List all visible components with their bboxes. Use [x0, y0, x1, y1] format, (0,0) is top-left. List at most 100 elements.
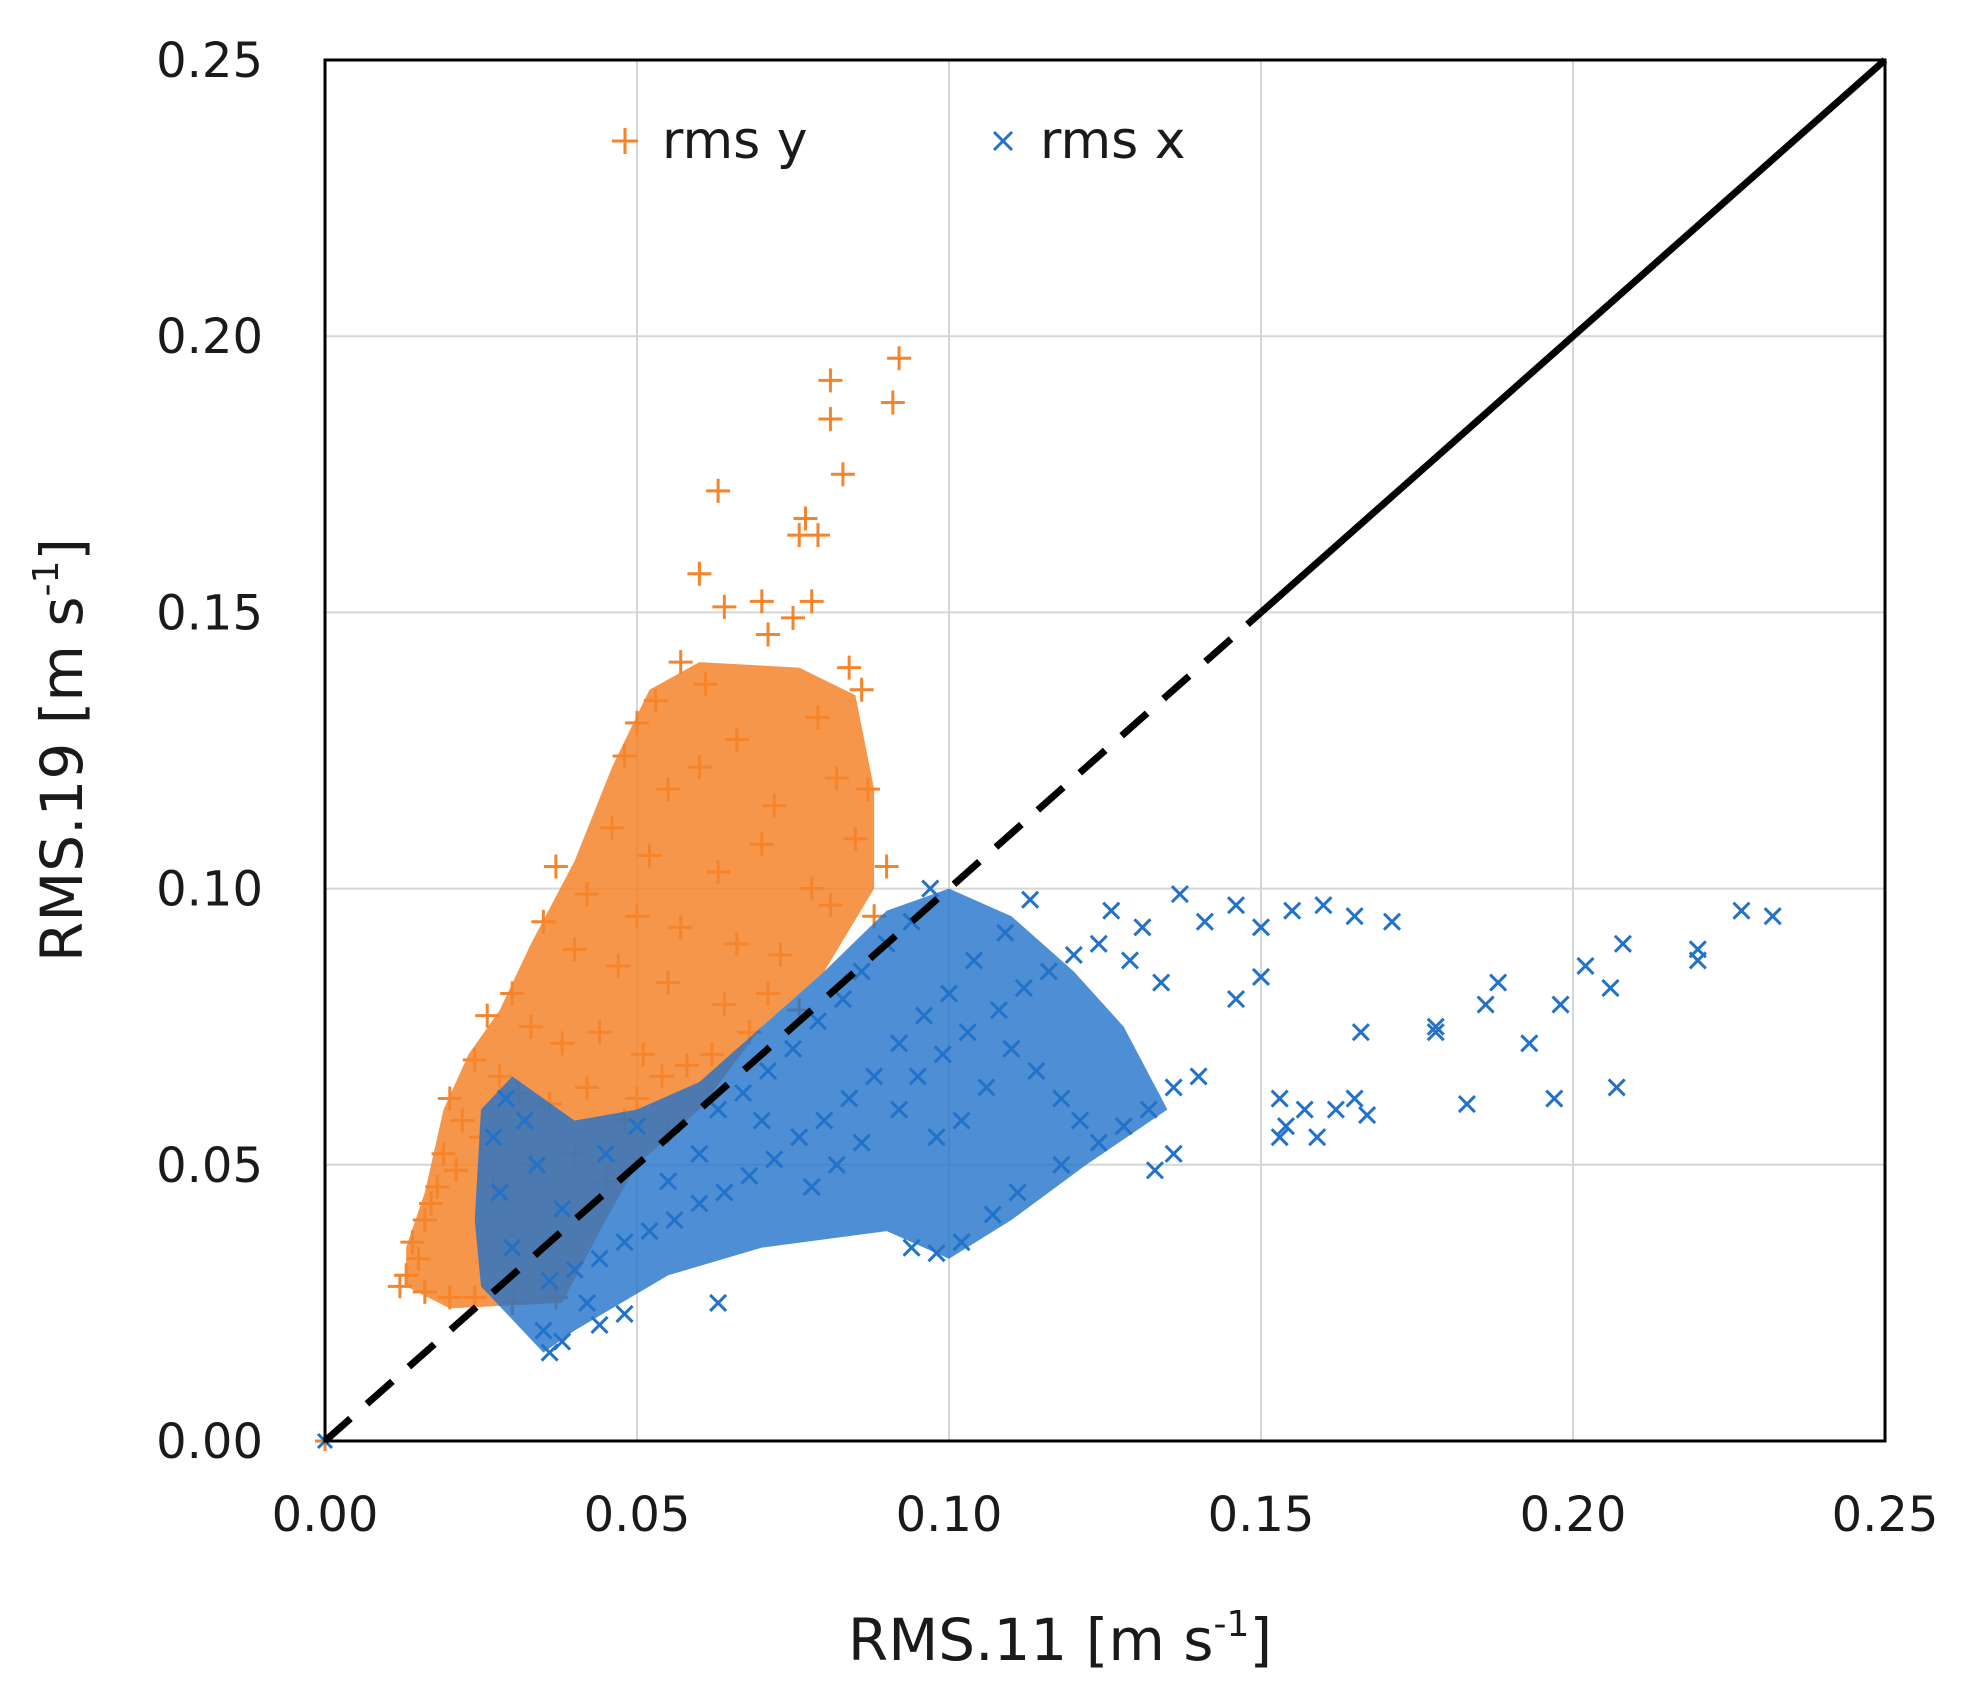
data-point-plus	[587, 1020, 612, 1045]
data-point-cross	[1276, 1117, 1296, 1136]
data-point-plus	[419, 1191, 444, 1216]
data-point-cross	[590, 1315, 609, 1335]
data-point-cross	[921, 879, 940, 898]
data-point-cross	[890, 1034, 909, 1053]
data-point-cross	[1195, 912, 1214, 931]
data-point-cross	[1089, 1133, 1108, 1152]
data-point-cross	[1270, 1128, 1289, 1147]
data-point-cross	[709, 1293, 728, 1312]
data-point-cross	[615, 1304, 634, 1324]
data-point-cross	[808, 1012, 828, 1031]
data-point-cross	[952, 1233, 971, 1252]
data-point-cross	[1520, 1034, 1539, 1053]
x-tick-label: 0.10	[896, 1487, 1003, 1543]
data-point-cross	[665, 1210, 684, 1230]
data-point-cross	[939, 984, 959, 1003]
data-point-cross	[1426, 1017, 1445, 1036]
data-point-plus	[762, 793, 787, 818]
data-point-cross	[1064, 945, 1083, 964]
data-point-plus	[600, 815, 625, 840]
data-point-cross	[490, 1183, 509, 1202]
data-point-cross	[783, 1039, 803, 1058]
data-point-plus	[575, 882, 600, 907]
data-point-cross	[827, 1155, 846, 1174]
legend-label-rms-y: rms y	[662, 111, 808, 171]
data-point-plus	[625, 710, 649, 735]
data-point-plus	[693, 672, 718, 697]
data-point-plus	[818, 893, 843, 918]
data-point-cross	[1133, 918, 1152, 937]
data-point-cross	[1601, 978, 1620, 998]
data-point-cross	[1476, 995, 1495, 1014]
x-tick-label: 0.15	[1208, 1487, 1315, 1543]
data-point-plus	[656, 777, 681, 802]
data-point-plus	[518, 1014, 543, 1039]
data-point-cross	[1763, 907, 1782, 926]
data-point-cross	[852, 1133, 871, 1152]
data-point-cross	[1545, 1089, 1564, 1108]
data-point-cross	[958, 1023, 977, 1042]
data-point-cross	[1351, 1023, 1370, 1042]
data-point-cross	[1164, 1078, 1183, 1097]
data-point-cross	[902, 1238, 921, 1257]
x-axis-title-superscript: -1	[1214, 1604, 1250, 1645]
reference-line-group	[322, 57, 1888, 1444]
data-point-plus	[412, 1208, 437, 1233]
y-axis-title: RMS.19 [m s-1]	[26, 538, 96, 962]
data-point-plus	[824, 766, 849, 791]
data-point-cross	[1345, 907, 1364, 926]
y-axis-title-superscript: -1	[26, 561, 67, 597]
data-point-cross	[1613, 934, 1632, 953]
data-point-cross	[1314, 896, 1333, 915]
data-point-plus	[631, 1042, 656, 1067]
data-point-cross	[734, 1083, 753, 1103]
data-point-cross	[496, 1089, 516, 1108]
data-point-plus	[450, 1108, 475, 1133]
data-point-cross	[1382, 912, 1402, 931]
x-axis-title: RMS.11 [m s-1]	[848, 1604, 1272, 1674]
plot-frame	[323, 58, 1887, 1443]
data-point-cross	[992, 130, 1014, 152]
data-point-plus	[756, 981, 781, 1006]
y-tick-label: 0.00	[156, 1414, 263, 1470]
x-tick-label: 0.05	[584, 1487, 691, 1543]
data-point-plus	[756, 622, 781, 647]
data-point-cross	[540, 1343, 559, 1362]
data-point-plus	[880, 390, 905, 415]
data-point-cross	[1688, 951, 1707, 970]
data-point-cross	[927, 1128, 946, 1147]
data-point-cross	[503, 1238, 522, 1257]
data-point-cross	[802, 1177, 821, 1196]
data-point-plus	[818, 407, 843, 432]
data-point-cross	[1189, 1067, 1208, 1086]
data-point-plus	[855, 777, 880, 802]
data-point-plus	[749, 589, 774, 614]
data-point-plus	[387, 1274, 412, 1299]
data-point-cross	[553, 1199, 572, 1219]
data-point-cross	[1426, 1023, 1445, 1042]
data-point-cross	[515, 1111, 534, 1130]
y-tick-label: 0.25	[156, 33, 263, 89]
data-point-plus	[400, 1230, 425, 1255]
data-point-cross	[615, 1233, 634, 1252]
data-point-plus	[637, 843, 662, 868]
data-point-cross	[1283, 901, 1302, 920]
data-point-cross	[1027, 1061, 1046, 1080]
data-point-plus	[612, 128, 638, 154]
data-point-cross	[1114, 1117, 1133, 1136]
data-point-plus	[475, 1003, 500, 1028]
data-point-cross	[540, 1271, 559, 1290]
data-point-plus	[699, 1042, 724, 1067]
data-point-plus	[543, 854, 568, 879]
data-point-plus	[406, 1246, 431, 1271]
data-point-plus	[724, 931, 749, 956]
data-point-cross	[977, 1078, 996, 1097]
data-point-cross	[534, 1321, 553, 1340]
data-point-plus	[749, 832, 774, 857]
data-point-cross	[659, 1172, 678, 1191]
data-point-cross	[964, 951, 984, 970]
data-point-plus	[712, 594, 737, 619]
data-point-plus	[562, 937, 587, 962]
data-point-plus	[612, 744, 637, 769]
data-point-plus	[849, 677, 874, 702]
